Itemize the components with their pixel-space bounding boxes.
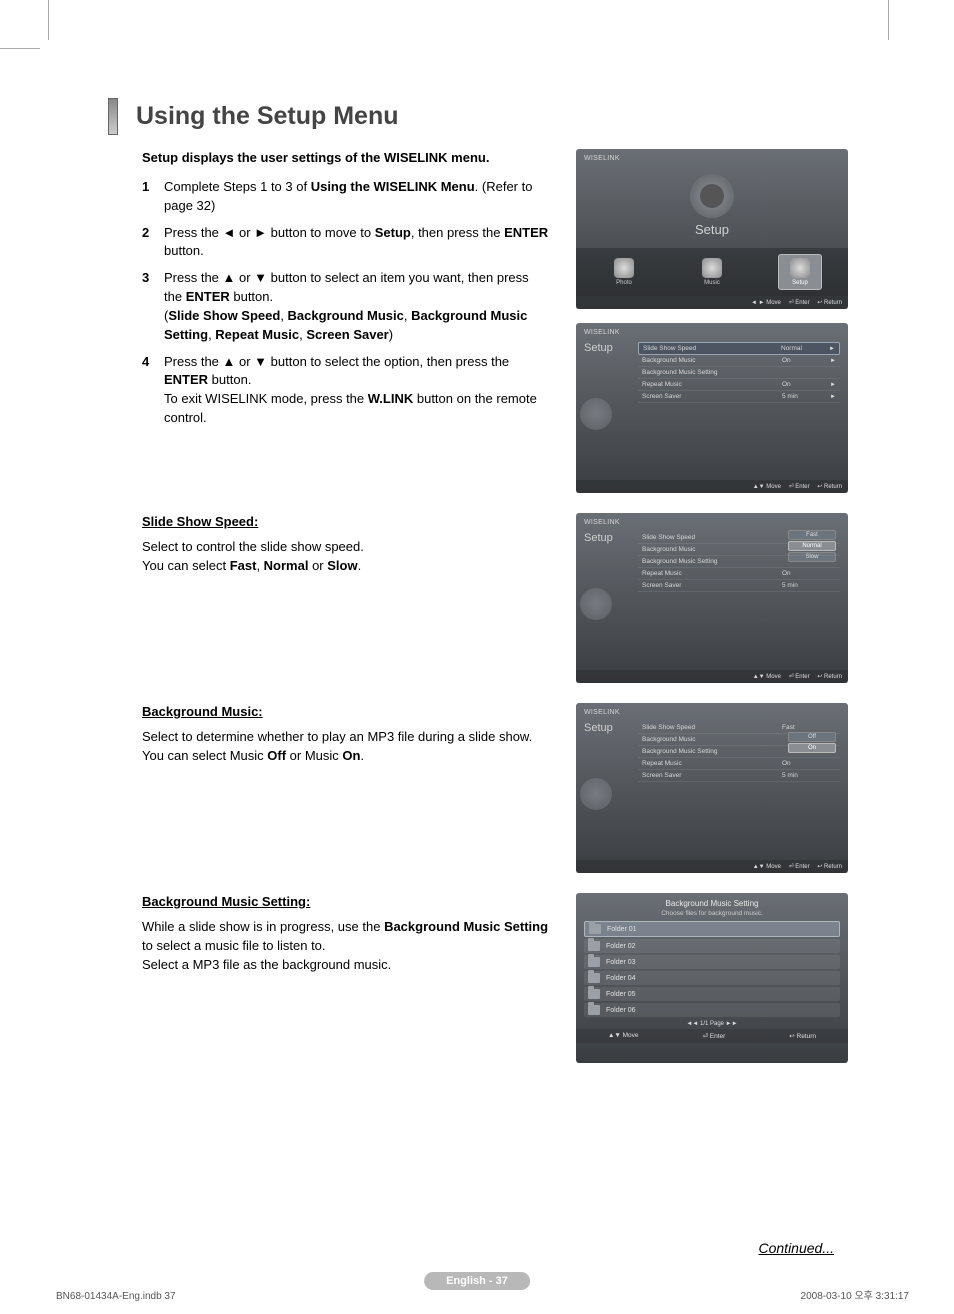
step-body: Press the ▲ or ▼ button to select the op…	[164, 353, 550, 428]
osd-footer: ▲▼ Move ⏎ Enter ↩ Return	[576, 670, 848, 683]
folder-icon	[588, 973, 600, 983]
step-3: 3 Press the ▲ or ▼ button to select an i…	[142, 269, 550, 344]
osd-panel-folders: Background Music Setting Choose files fo…	[576, 893, 848, 1063]
folder-icon	[588, 1005, 600, 1015]
section-steps: Setup displays the user settings of the …	[108, 149, 848, 493]
crop-mark	[888, 0, 889, 40]
osd-footer: ▲▼ Move ⏎ Enter ↩ Return	[576, 1029, 848, 1043]
subhead-slide-speed: Slide Show Speed:	[142, 513, 258, 532]
page-indicator: ◄◄ 1/1 Page ►►	[576, 1019, 848, 1029]
osd-setup-label: Setup	[584, 342, 638, 354]
osd-logo: WISELINK	[576, 149, 848, 162]
crop-mark	[0, 48, 40, 49]
section-bg-music-setting: Background Music Setting: While a slide …	[108, 893, 848, 1063]
osd-row: Screen Saver5 min►	[638, 391, 840, 403]
osd-row: Background Music Setting	[638, 556, 840, 568]
page-title: Using the Setup Menu	[136, 98, 399, 135]
folder-icon	[588, 957, 600, 967]
osd-row: Background MusicOn►	[638, 355, 840, 367]
osd-table: Slide Show SpeedNormal► Background Music…	[638, 336, 848, 480]
osd-logo: WISELINK	[576, 323, 848, 336]
osd-setup-label: Setup	[584, 722, 638, 734]
photo-icon	[614, 258, 634, 278]
folder-row: Folder 04	[584, 971, 840, 985]
osd-row: Slide Show Speed Fast Normal Slow	[638, 532, 840, 544]
osd-setup-label: Setup	[584, 532, 638, 544]
osd-row: Repeat MusicOn	[638, 568, 840, 580]
section-bg-music: Background Music: Select to determine wh…	[108, 703, 848, 873]
subhead-bg-music-setting: Background Music Setting:	[142, 893, 310, 912]
gear-icon	[580, 398, 612, 430]
section-slide-speed: Slide Show Speed: Select to control the …	[108, 513, 848, 683]
osd-table: Slide Show Speed Fast Normal Slow Backgr…	[638, 526, 848, 670]
intro-text: Setup displays the user settings of the …	[142, 149, 550, 168]
osd-icon-music: Music	[690, 258, 734, 286]
osd-panel-list: WISELINK Setup Slide Show SpeedNormal► B…	[576, 323, 848, 493]
setup-icon	[790, 258, 810, 278]
osd-folder-subtitle: Choose files for background music.	[576, 910, 848, 921]
osd-row: Background Music Setting	[638, 367, 840, 379]
step-body: Complete Steps 1 to 3 of Using the WISEL…	[164, 178, 550, 216]
folder-icon	[588, 989, 600, 999]
music-icon	[702, 258, 722, 278]
osd-row: Repeat MusicOn►	[638, 379, 840, 391]
title-bar: Using the Setup Menu	[108, 98, 848, 135]
continued-label: Continued...	[759, 1240, 835, 1256]
osd-row: Background Music	[638, 544, 840, 556]
osd-icon-setup: Setup	[778, 254, 822, 290]
osd-row: Repeat MusicOn	[638, 758, 840, 770]
osd-setup-label: Setup	[695, 222, 729, 237]
osd-logo: WISELINK	[576, 703, 848, 716]
osd-footer: ▲▼ Move ⏎ Enter ↩ Return	[576, 860, 848, 873]
step-number: 1	[142, 178, 164, 216]
title-accent	[108, 98, 118, 135]
folder-row: Folder 06	[584, 1003, 840, 1017]
crop-mark	[48, 0, 49, 40]
submenu-item: Fast	[788, 530, 836, 540]
osd-footer: ▲▼ Move ⏎ Enter ↩ Return	[576, 480, 848, 493]
osd-row: Slide Show SpeedNormal►	[638, 342, 840, 355]
osd-footer: ◄ ► Move ⏎ Enter ↩ Return	[576, 296, 848, 309]
body-bg-music-setting: While a slide show is in progress, use t…	[142, 918, 550, 975]
step-1: 1 Complete Steps 1 to 3 of Using the WIS…	[142, 178, 550, 216]
step-number: 3	[142, 269, 164, 344]
footer-right: 2008-03-10 오후 3:31:17	[801, 1287, 909, 1302]
osd-icon-photo: Photo	[602, 258, 646, 286]
submenu-item: Off	[788, 732, 836, 742]
folder-icon	[588, 941, 600, 951]
osd-row: Background Music Off On	[638, 734, 840, 746]
page-number-pill: English - 37	[424, 1272, 530, 1290]
osd-logo: WISELINK	[576, 513, 848, 526]
osd-panel-bgmusic: WISELINK Setup Slide Show SpeedFast Back…	[576, 703, 848, 873]
osd-row: Background Music Setting	[638, 746, 840, 758]
step-number: 2	[142, 224, 164, 262]
subhead-bg-music: Background Music:	[142, 703, 263, 722]
body-bg-music: Select to determine whether to play an M…	[142, 728, 550, 766]
gear-icon	[690, 174, 734, 218]
folder-row: Folder 02	[584, 939, 840, 953]
footer-left: BN68-01434A-Eng.indb 37	[56, 1291, 176, 1302]
gear-icon	[580, 588, 612, 620]
osd-row: Screen Saver5 min	[638, 770, 840, 782]
folder-icon	[589, 924, 601, 934]
step-2: 2 Press the ◄ or ► button to move to Set…	[142, 224, 550, 262]
osd-table: Slide Show SpeedFast Background Music Of…	[638, 716, 848, 860]
folder-row: Folder 03	[584, 955, 840, 969]
step-body: Press the ◄ or ► button to move to Setup…	[164, 224, 550, 262]
step-body: Press the ▲ or ▼ button to select an ite…	[164, 269, 550, 344]
osd-panel-speed: WISELINK Setup Slide Show Speed Fast Nor…	[576, 513, 848, 683]
folder-row: Folder 05	[584, 987, 840, 1001]
step-number: 4	[142, 353, 164, 428]
gear-icon	[580, 778, 612, 810]
osd-panel-main: WISELINK Setup Photo Music Setup ◄ ► Mov…	[576, 149, 848, 309]
step-4: 4 Press the ▲ or ▼ button to select the …	[142, 353, 550, 428]
osd-row: Screen Saver5 min	[638, 580, 840, 592]
folder-row: Folder 01	[584, 921, 840, 937]
body-slide-speed: Select to control the slide show speed.Y…	[142, 538, 550, 576]
osd-folder-title: Background Music Setting	[576, 893, 848, 910]
